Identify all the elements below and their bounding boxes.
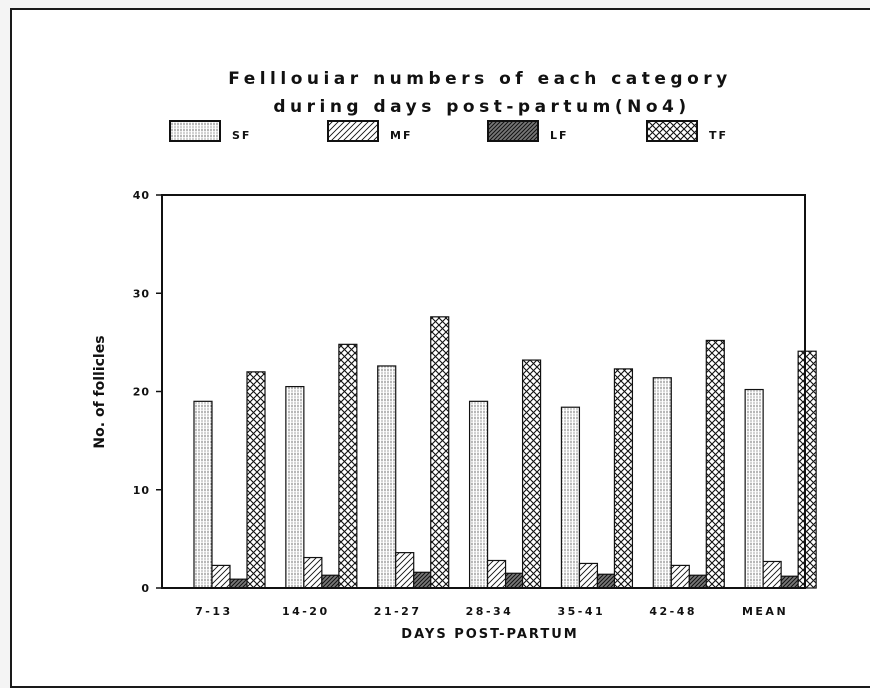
bar-mf-2: [395, 552, 415, 589]
bar-mf-4: [578, 562, 599, 589]
chart-frame: Felllouiar numbers of each category duri…: [10, 8, 870, 688]
bar-tf-2: [430, 316, 450, 589]
bar-tf-4: [613, 368, 634, 589]
bar-mf-3: [486, 559, 507, 589]
legend-label-lf: LF: [550, 129, 569, 142]
bar-tf-3: [521, 359, 542, 589]
x-category-label-2: 21-27: [374, 605, 422, 618]
y-axis-ticks: 0 10 20 30 40: [133, 189, 162, 595]
legend-swatch-tf: [646, 120, 698, 142]
bar-sf-2: [377, 365, 397, 589]
x-category-label-3: 28-34: [466, 605, 514, 618]
bar-lf-2: [413, 571, 433, 589]
plot-area: [161, 194, 806, 589]
bar-tf-1: [338, 343, 358, 589]
legend-label-sf: SF: [232, 129, 251, 142]
bar-lf-5: [688, 574, 708, 589]
legend-label-tf: TF: [709, 129, 728, 142]
bar-tf-6: [797, 350, 817, 589]
bar-sf-5: [652, 377, 672, 589]
bar-lf-6: [780, 575, 800, 589]
bar-sf-4: [560, 406, 581, 589]
bar-lf-1: [321, 574, 341, 589]
legend: SF MF LF TF: [169, 120, 728, 142]
y-axis-label: No. of follicles: [92, 335, 108, 448]
bar-sf-3: [468, 400, 489, 589]
bar-mf-1: [303, 556, 323, 589]
bar-mf-0: [211, 564, 231, 589]
x-category-label-6: MEAN: [742, 605, 788, 618]
bar-tf-5: [705, 339, 725, 589]
x-category-label-4: 35-41: [558, 605, 606, 618]
x-category-label-5: 42-48: [649, 605, 697, 618]
bar-lf-0: [229, 578, 249, 589]
legend-swatch-lf: [487, 120, 539, 142]
chart-title-line-1: Felllouiar numbers of each category: [228, 69, 731, 89]
legend-swatch-sf: [169, 120, 221, 142]
x-axis-label: DAYS POST-PARTUM: [401, 627, 578, 642]
x-category-label-1: 14-20: [282, 605, 330, 618]
bar-mf-6: [762, 560, 782, 589]
y-tick-label-1: 10: [133, 484, 150, 497]
y-tick-label-0: 0: [141, 582, 150, 595]
legend-swatch-mf: [327, 120, 379, 142]
bar-lf-4: [596, 573, 617, 589]
bar-sf-6: [744, 388, 764, 589]
chart-title-line-2: during days post-partum(No4): [273, 97, 690, 117]
bar-sf-0: [193, 400, 213, 589]
x-category-label-0: 7-13: [195, 605, 233, 618]
bar-lf-3: [504, 572, 525, 589]
legend-label-mf: MF: [390, 129, 412, 142]
x-axis-categories: 7-13 14-20 21-27 28-34 35-41 42-48 MEAN: [195, 605, 788, 618]
bar-chart: Felllouiar numbers of each category duri…: [92, 69, 817, 642]
bar-tf-0: [246, 371, 266, 589]
y-tick-label-3: 30: [133, 287, 150, 300]
bar-sf-1: [285, 385, 305, 589]
bar-mf-5: [670, 564, 690, 589]
bars-group: [193, 316, 817, 589]
y-tick-label-4: 40: [133, 189, 150, 202]
y-tick-label-2: 20: [133, 386, 150, 399]
